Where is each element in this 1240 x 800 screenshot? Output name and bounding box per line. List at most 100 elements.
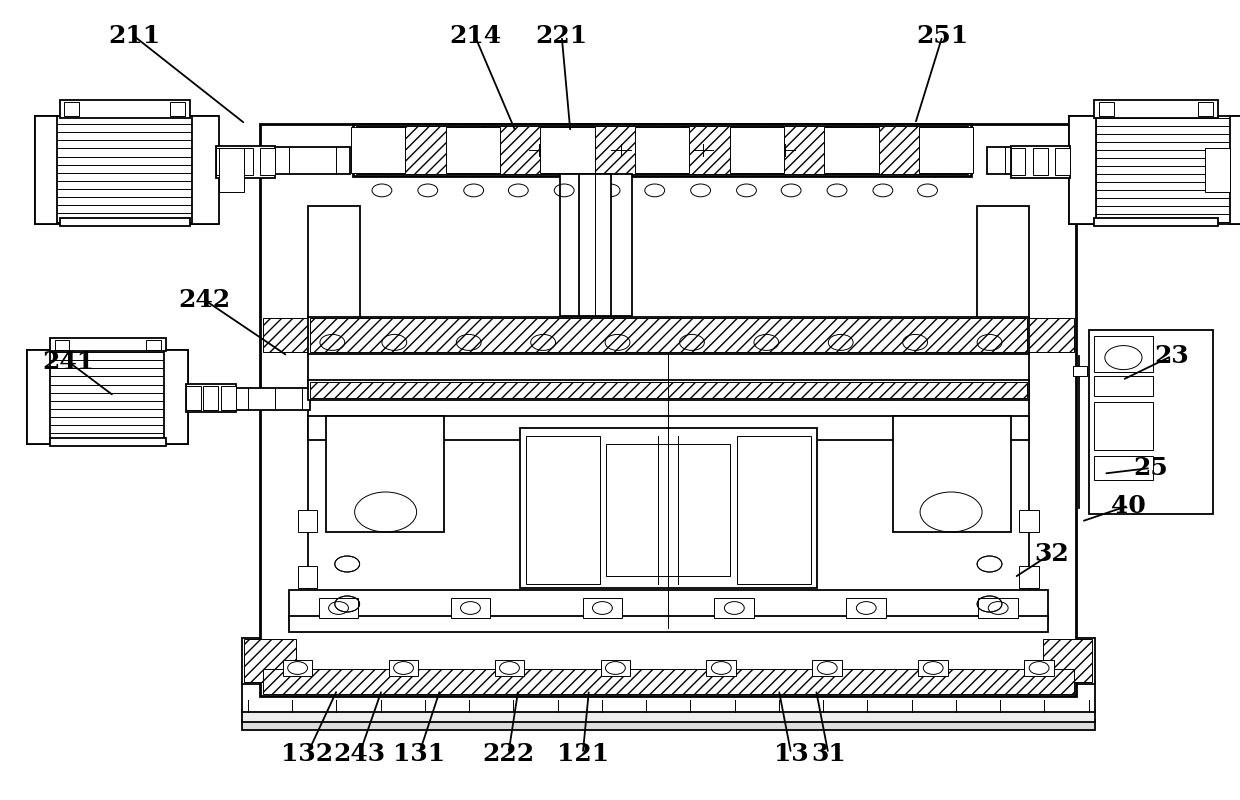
Bar: [1094, 336, 1153, 372]
Bar: [192, 116, 219, 224]
Bar: [1094, 218, 1218, 226]
Bar: [351, 127, 405, 173]
Bar: [1069, 116, 1240, 224]
Bar: [1099, 102, 1114, 116]
Bar: [233, 388, 310, 410]
Bar: [1230, 116, 1240, 224]
Bar: [520, 428, 817, 588]
Bar: [1043, 639, 1092, 682]
Bar: [326, 416, 444, 532]
Bar: [1019, 510, 1039, 532]
Bar: [263, 318, 1074, 352]
Bar: [388, 660, 418, 676]
Bar: [1069, 116, 1096, 224]
Bar: [356, 126, 968, 174]
Bar: [1094, 456, 1153, 480]
Bar: [50, 338, 166, 351]
Bar: [35, 116, 218, 224]
Bar: [308, 416, 1029, 440]
Bar: [242, 710, 1095, 722]
Bar: [579, 174, 611, 316]
Bar: [283, 660, 312, 676]
Text: 23: 23: [1154, 344, 1189, 368]
Bar: [1033, 148, 1048, 175]
Bar: [812, 660, 842, 676]
Bar: [244, 639, 296, 682]
Bar: [238, 148, 253, 175]
Bar: [60, 100, 190, 118]
Bar: [219, 149, 244, 192]
Bar: [919, 127, 973, 173]
Text: 40: 40: [1111, 494, 1146, 518]
Text: 121: 121: [557, 742, 609, 766]
Text: 32: 32: [1034, 542, 1069, 566]
Bar: [1198, 102, 1213, 116]
Bar: [289, 616, 1048, 632]
Bar: [1069, 120, 1096, 220]
Bar: [978, 598, 1018, 618]
Text: 211: 211: [108, 24, 160, 48]
Bar: [289, 590, 1048, 620]
Bar: [186, 384, 236, 412]
Bar: [260, 148, 275, 175]
Bar: [164, 350, 188, 444]
Bar: [1205, 149, 1230, 192]
Bar: [919, 660, 949, 676]
Bar: [600, 660, 630, 676]
Text: 222: 222: [482, 742, 534, 766]
Bar: [707, 660, 737, 676]
Bar: [242, 682, 1095, 712]
Bar: [216, 147, 350, 174]
Bar: [35, 116, 57, 224]
Text: 131: 131: [393, 742, 445, 766]
Text: 241: 241: [42, 350, 94, 374]
Text: 221: 221: [536, 24, 588, 48]
Bar: [606, 444, 730, 576]
Bar: [1024, 660, 1054, 676]
Bar: [1019, 566, 1039, 588]
Bar: [310, 382, 1027, 398]
Bar: [541, 127, 595, 173]
Bar: [298, 510, 317, 532]
Bar: [64, 102, 79, 116]
Bar: [27, 350, 50, 444]
Bar: [1011, 148, 1025, 175]
Text: 13: 13: [774, 742, 808, 766]
Bar: [495, 660, 525, 676]
Bar: [242, 638, 1095, 684]
Bar: [1094, 376, 1153, 396]
Bar: [170, 102, 185, 116]
Bar: [583, 598, 622, 618]
Bar: [308, 317, 1029, 354]
Bar: [55, 340, 69, 350]
Text: 132: 132: [281, 742, 334, 766]
Bar: [895, 420, 1008, 480]
Bar: [1094, 402, 1153, 450]
Bar: [1073, 366, 1087, 376]
Bar: [893, 416, 1011, 532]
Bar: [445, 127, 500, 173]
Bar: [319, 598, 358, 618]
Bar: [263, 669, 1074, 694]
Bar: [186, 386, 201, 410]
Bar: [847, 598, 887, 618]
Bar: [146, 340, 161, 350]
Bar: [450, 598, 490, 618]
Text: 242: 242: [179, 288, 231, 312]
Bar: [635, 127, 689, 173]
Bar: [50, 438, 166, 446]
Text: 243: 243: [334, 742, 386, 766]
Bar: [308, 352, 1029, 628]
Bar: [216, 146, 275, 178]
Bar: [729, 127, 784, 173]
Bar: [308, 380, 1029, 400]
Bar: [714, 598, 754, 618]
Bar: [27, 350, 188, 444]
Bar: [221, 386, 236, 410]
Bar: [60, 218, 190, 226]
Bar: [526, 436, 600, 584]
Bar: [308, 206, 360, 318]
Text: 251: 251: [916, 24, 968, 48]
Text: 214: 214: [449, 24, 501, 48]
Bar: [987, 147, 1076, 174]
